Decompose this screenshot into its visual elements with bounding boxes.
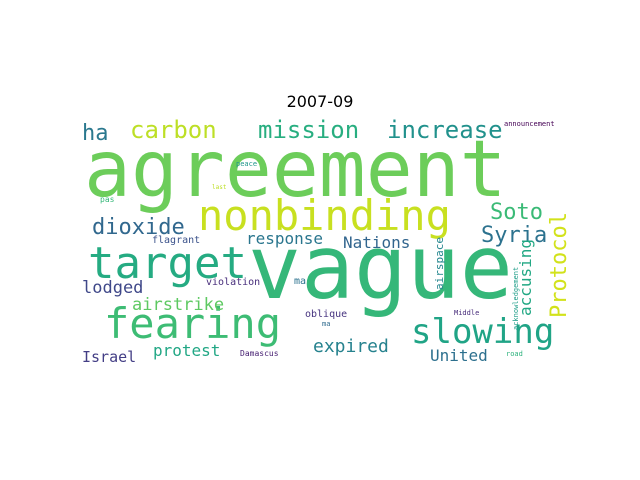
word-expired-19: expired (313, 336, 389, 357)
word-fearing-4: fearing (104, 299, 281, 348)
word-announcement-33: announcement (504, 120, 555, 128)
word-road-32: road (506, 350, 523, 358)
word-israel-21: Israel (82, 348, 136, 366)
word-vague-1: vague (248, 216, 513, 319)
word-soto-11: Soto (490, 200, 543, 225)
word-airspace-25: airspace (433, 237, 446, 290)
word-slowing-5: slowing (411, 312, 554, 352)
word-target-3: target (88, 238, 247, 289)
word-response-14: response (246, 229, 323, 248)
word-dioxide-10: dioxide (92, 215, 185, 240)
word-ha-9: ha (82, 121, 109, 146)
word-nations-15: Nations (343, 233, 410, 252)
word-protocol-13: Protocol (547, 212, 572, 318)
word-damascus-31: Damascus (240, 349, 279, 358)
word-agreement-0: agreement (84, 125, 507, 215)
word-carbon-8: carbon (130, 118, 217, 144)
word-pas-36: pas (100, 195, 115, 204)
word-ma-27: ma (294, 276, 306, 287)
word-syria-12: Syria (481, 223, 547, 248)
word-flagrant-23: flagrant (152, 235, 200, 246)
word-acknowledgement-30: acknowledgement (512, 267, 520, 330)
word-airstrike-18: airstrike (132, 295, 224, 315)
word-lodged-17: lodged (82, 278, 143, 298)
word-middle-29: Middle (454, 309, 479, 317)
word-increase-7: increase (387, 118, 503, 144)
word-accusing-16: accusing (516, 239, 535, 316)
word-last-35: last (212, 184, 227, 191)
word-cloud: agreement vague nonbinding target fearing slo… (80, 118, 575, 366)
word-mission-6: mission (258, 118, 359, 144)
chart-title: 2007-09 (286, 92, 354, 111)
word-nonbinding-2: nonbinding (198, 191, 451, 240)
word-ma-28: ma (322, 320, 330, 328)
word-peace-34: peace (236, 160, 257, 168)
word-violation-24: violation (206, 277, 260, 288)
word-oblique-26: oblique (305, 309, 347, 320)
word-united-22: United (430, 346, 488, 365)
word-protest-20: protest (153, 341, 220, 360)
